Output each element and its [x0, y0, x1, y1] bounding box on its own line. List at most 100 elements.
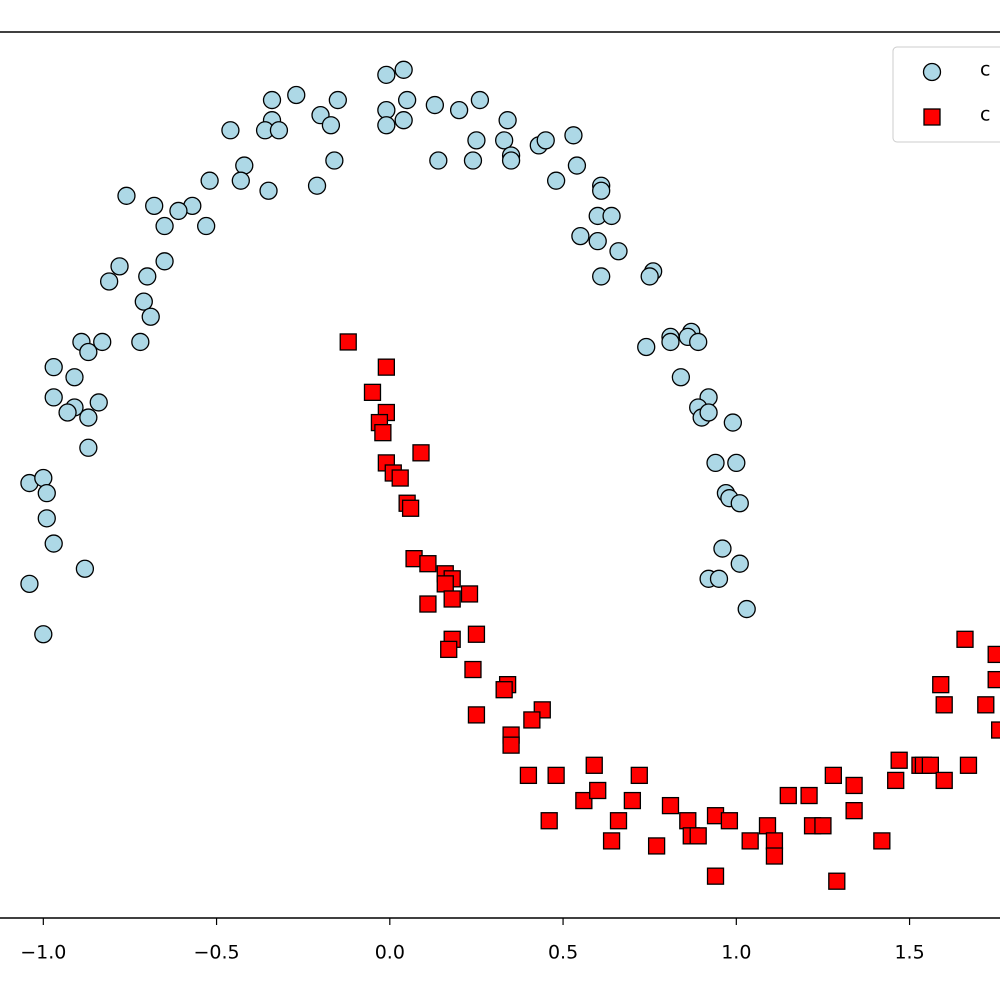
point: [200, 171, 219, 190]
point: [741, 832, 759, 850]
point: [377, 100, 396, 120]
point: [887, 771, 905, 790]
point: [845, 802, 863, 820]
point: [93, 332, 112, 352]
point: [79, 342, 98, 362]
point: [363, 383, 382, 401]
point: [425, 95, 445, 115]
x-tick-label: 0.0: [375, 942, 405, 964]
point: [589, 781, 607, 800]
point: [609, 812, 628, 830]
point: [501, 151, 521, 170]
point: [730, 554, 749, 573]
point: [592, 181, 611, 200]
point: [155, 252, 174, 271]
point: [259, 181, 278, 200]
point: [602, 206, 621, 226]
point: [546, 171, 566, 190]
point: [34, 468, 53, 488]
point: [956, 630, 974, 648]
point: [547, 766, 565, 785]
point: [401, 499, 420, 517]
point: [89, 393, 108, 412]
point: [377, 358, 395, 376]
point: [467, 625, 486, 643]
point: [37, 483, 56, 503]
point: [720, 812, 739, 830]
point: [79, 438, 98, 457]
point: [679, 812, 697, 830]
point: [495, 681, 513, 699]
point: [58, 403, 77, 422]
point: [443, 590, 461, 608]
legend-marker: [923, 108, 941, 126]
point: [602, 832, 621, 850]
point: [463, 151, 483, 170]
point: [467, 706, 486, 724]
point: [609, 242, 628, 261]
point: [131, 332, 150, 352]
point: [699, 403, 718, 422]
point: [991, 721, 1000, 739]
point: [235, 156, 254, 175]
point: [932, 676, 950, 694]
point: [440, 640, 458, 659]
point: [671, 368, 691, 387]
point: [155, 216, 174, 236]
point: [325, 151, 344, 170]
point: [145, 196, 164, 216]
point: [394, 60, 413, 79]
point: [467, 131, 486, 150]
point: [623, 791, 642, 810]
point: [723, 413, 742, 432]
point: [935, 696, 953, 714]
point: [169, 201, 188, 221]
point: [221, 121, 240, 140]
point: [689, 827, 707, 845]
point: [495, 131, 514, 150]
point: [575, 791, 593, 810]
point: [138, 267, 157, 286]
point: [449, 100, 469, 120]
point: [661, 796, 680, 815]
point: [585, 756, 603, 774]
point: [540, 812, 558, 830]
point: [287, 85, 306, 105]
point: [689, 332, 708, 352]
point: [713, 539, 732, 558]
plot-area: [20, 60, 1000, 890]
legend-marker: [922, 62, 942, 82]
point: [987, 670, 1000, 689]
point: [20, 574, 39, 594]
point: [134, 292, 153, 311]
point: [419, 555, 437, 573]
point: [630, 766, 648, 785]
point: [436, 575, 454, 593]
point: [523, 711, 541, 729]
point: [519, 766, 538, 785]
legend: cc: [892, 46, 1000, 143]
x-tick-label: −1.0: [20, 942, 66, 964]
point: [79, 408, 98, 427]
point: [935, 771, 953, 790]
point: [328, 90, 347, 110]
x-tick-label: 0.5: [548, 942, 578, 964]
point: [959, 756, 978, 774]
point: [307, 176, 327, 195]
point: [592, 267, 611, 286]
point: [828, 872, 846, 890]
point: [647, 837, 666, 855]
point: [37, 509, 56, 528]
x-tick-label: 1.0: [721, 942, 751, 964]
x-tick-label: −0.5: [193, 942, 239, 964]
point: [75, 559, 95, 578]
point: [640, 267, 659, 286]
point: [890, 751, 908, 769]
point: [564, 126, 583, 145]
point: [339, 333, 357, 351]
point: [141, 307, 160, 326]
point: [873, 832, 891, 850]
point: [845, 776, 863, 795]
point: [197, 216, 216, 236]
